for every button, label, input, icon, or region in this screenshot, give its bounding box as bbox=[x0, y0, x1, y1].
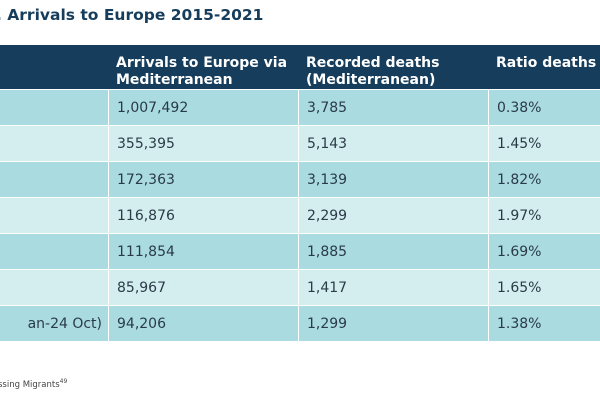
source-text: ssing Migrants bbox=[0, 379, 60, 390]
cell-arrivals: 111,854 bbox=[108, 233, 298, 269]
cell-arrivals: 355,395 bbox=[108, 125, 298, 161]
table-title: . Arrivals to Europe 2015-2021 bbox=[0, 6, 264, 24]
table-header-row: Arrivals to Europe via Mediterranean Rec… bbox=[0, 45, 600, 89]
table-row: 116,876 2,299 1.97% bbox=[0, 197, 600, 233]
cell-ratio: 1.82% bbox=[488, 161, 600, 197]
cell-deaths: 1,885 bbox=[298, 233, 488, 269]
cell-year bbox=[0, 269, 108, 305]
cell-arrivals: 1,007,492 bbox=[108, 89, 298, 125]
source-note: ssing Migrants49 bbox=[0, 378, 67, 390]
cell-deaths: 3,785 bbox=[298, 89, 488, 125]
table-row: 111,854 1,885 1.69% bbox=[0, 233, 600, 269]
cell-arrivals: 85,967 bbox=[108, 269, 298, 305]
cell-ratio: 1.97% bbox=[488, 197, 600, 233]
cell-ratio: 1.38% bbox=[488, 305, 600, 341]
footnote-ref: 49 bbox=[59, 378, 68, 385]
table-row: 172,363 3,139 1.82% bbox=[0, 161, 600, 197]
table-row: 355,395 5,143 1.45% bbox=[0, 125, 600, 161]
cell-deaths: 5,143 bbox=[298, 125, 488, 161]
cell-arrivals: 172,363 bbox=[108, 161, 298, 197]
cell-year: an-24 Oct) bbox=[0, 305, 108, 341]
cell-deaths: 1,417 bbox=[298, 269, 488, 305]
cell-year bbox=[0, 233, 108, 269]
table-row: 85,967 1,417 1.65% bbox=[0, 269, 600, 305]
cell-deaths: 1,299 bbox=[298, 305, 488, 341]
cell-arrivals: 116,876 bbox=[108, 197, 298, 233]
table-row: an-24 Oct) 94,206 1,299 1.38% bbox=[0, 305, 600, 341]
cell-ratio: 0.38% bbox=[488, 89, 600, 125]
cell-year bbox=[0, 197, 108, 233]
cell-ratio: 1.65% bbox=[488, 269, 600, 305]
arrivals-table: Arrivals to Europe via Mediterranean Rec… bbox=[0, 45, 600, 341]
cell-deaths: 3,139 bbox=[298, 161, 488, 197]
cell-ratio: 1.45% bbox=[488, 125, 600, 161]
cell-year bbox=[0, 125, 108, 161]
cell-year bbox=[0, 161, 108, 197]
cell-arrivals: 94,206 bbox=[108, 305, 298, 341]
cell-ratio: 1.69% bbox=[488, 233, 600, 269]
cell-deaths: 2,299 bbox=[298, 197, 488, 233]
cell-year bbox=[0, 89, 108, 125]
header-year bbox=[0, 45, 108, 89]
header-deaths: Recorded deaths (Mediterranean) bbox=[298, 45, 488, 89]
table-row: 1,007,492 3,785 0.38% bbox=[0, 89, 600, 125]
header-ratio: Ratio deaths bbox=[488, 45, 600, 89]
header-arrivals: Arrivals to Europe via Mediterranean bbox=[108, 45, 298, 89]
